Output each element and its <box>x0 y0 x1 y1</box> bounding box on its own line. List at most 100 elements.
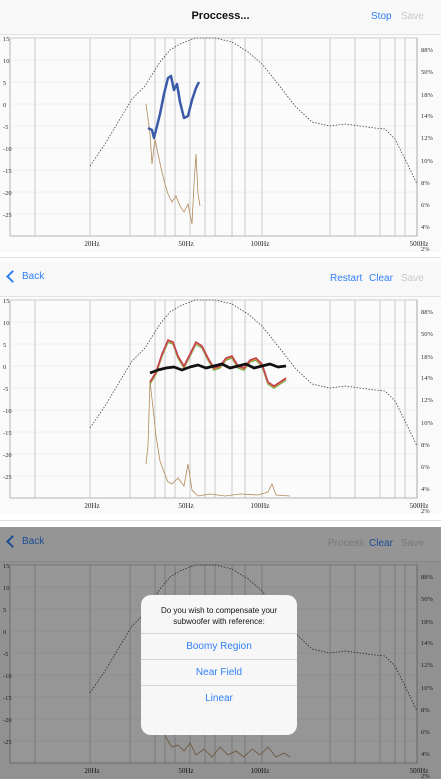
y2-tick-label: 10% <box>421 420 434 427</box>
save-button[interactable]: Save <box>401 11 424 22</box>
y2-tick-label: 88% <box>421 309 434 316</box>
compensation-dialog: Do you wish to compensate your subwoofer… <box>141 595 297 735</box>
y2-tick-label: 14% <box>421 640 434 647</box>
y2-tick-label: 18% <box>421 354 434 361</box>
y2-tick-label: 12% <box>421 135 434 142</box>
y-tick-label: -20 <box>3 190 12 197</box>
y-tick-label: -15 <box>3 168 12 175</box>
x-tick-label: 20Hz <box>84 240 99 248</box>
x-tick-label: 20Hz <box>84 502 99 510</box>
chevron-left-icon <box>6 270 19 283</box>
frequency-response-chart: 15 10 5 0 -5 -10 -15 -20 -25 88% 50% 18% 14% 12% 10% 8%… <box>3 298 434 514</box>
y-tick-label: 0 <box>3 364 6 371</box>
plot-area <box>9 37 418 237</box>
back-label: Back <box>22 271 45 282</box>
divider <box>0 257 441 258</box>
back-button[interactable]: Back <box>6 535 45 548</box>
dialog-message: Do you wish to compensate your subwoofer… <box>160 606 278 626</box>
y2-tick-label: 8% <box>421 442 430 449</box>
boomy-region-button[interactable]: Boomy Region <box>141 633 297 659</box>
y-tick-label: 10 <box>3 585 10 592</box>
measurement-curve-brown <box>145 103 201 225</box>
back-button[interactable]: Back <box>6 270 45 283</box>
x-tick-label: 50Hz <box>178 240 193 248</box>
stop-button[interactable]: Stop <box>371 11 392 22</box>
measurement-curve-brown <box>145 380 291 497</box>
y2-tick-label: 2% <box>421 773 430 779</box>
y-tick-label: -10 <box>3 673 12 680</box>
y-tick-label: -5 <box>3 386 8 393</box>
y-tick-label: -25 <box>3 474 12 481</box>
y-tick-label: -10 <box>3 408 12 415</box>
y-tick-label: -25 <box>3 739 12 746</box>
y2-tick-label: 18% <box>421 92 434 99</box>
measurement-curve-brown <box>159 720 291 758</box>
x-tick-label: 100Hz <box>251 767 270 775</box>
y2-tick-label: 6% <box>421 464 430 471</box>
x-tick-label: 100Hz <box>251 240 270 248</box>
x-tick-label: 50Hz <box>178 767 193 775</box>
linear-button[interactable]: Linear <box>141 685 297 711</box>
y2-tick-label: 2% <box>421 246 430 252</box>
back-label: Back <box>22 536 45 547</box>
y2-tick-label: 50% <box>421 596 434 603</box>
measurement-curve-blue <box>147 74 201 140</box>
page-title: Proccess... <box>191 10 250 22</box>
y-tick-label: 10 <box>3 58 10 65</box>
y2-tick-label: 88% <box>421 47 434 54</box>
y-tick-label: 15 <box>3 563 10 570</box>
target-curve-line <box>89 37 418 185</box>
results-panel: Back Restart Clear Save 15 10 5 0 -5 -10 -15 -2… <box>0 262 441 514</box>
y-tick-label: 0 <box>3 629 6 636</box>
y2-tick-label: 18% <box>421 619 434 626</box>
y2-tick-label: 8% <box>421 180 430 187</box>
compensation-panel: Back Process Clear Save 15 10 5 0 -5 -10 -15 -2… <box>0 527 441 779</box>
y2-tick-label: 50% <box>421 69 434 76</box>
navigation-bar: Back Process Clear Save <box>0 527 441 562</box>
x-tick-label: 50Hz <box>178 502 193 510</box>
y2-tick-label: 12% <box>421 397 434 404</box>
y2-tick-label: 50% <box>421 331 434 338</box>
y-tick-label: -20 <box>3 452 12 459</box>
restart-button[interactable]: Restart <box>330 273 363 284</box>
navigation-bar: Back Restart Clear Save <box>0 262 441 297</box>
y-tick-label: 5 <box>3 342 6 349</box>
near-field-button[interactable]: Near Field <box>141 659 297 685</box>
y-tick-label: 15 <box>3 298 10 305</box>
y2-tick-label: 4% <box>421 751 430 758</box>
average-curve-black <box>149 362 287 375</box>
y2-tick-label: 6% <box>421 202 430 209</box>
y2-tick-label: 10% <box>421 158 434 165</box>
y2-tick-label: 10% <box>421 685 434 692</box>
x-tick-label: 500Hz <box>410 240 429 248</box>
y2-tick-label: 4% <box>421 224 430 231</box>
clear-button[interactable]: Clear <box>369 273 393 284</box>
y-tick-label: -15 <box>3 695 12 702</box>
y-tick-label: 5 <box>3 80 6 87</box>
y2-tick-label: 4% <box>421 486 430 493</box>
y2-tick-label: 12% <box>421 662 434 669</box>
x-tick-label: 20Hz <box>84 767 99 775</box>
clear-button[interactable]: Clear <box>369 538 393 549</box>
y2-tick-label: 6% <box>421 729 430 736</box>
target-curve-line <box>89 299 418 447</box>
y2-tick-label: 8% <box>421 707 430 714</box>
y2-tick-label: 14% <box>421 113 434 120</box>
frequency-response-chart: 15 10 5 0 -5 -10 -15 -20 -25 88% 50% 18% 14% 12% 10% 8%… <box>3 36 434 252</box>
y-tick-label: -15 <box>3 430 12 437</box>
x-tick-label: 500Hz <box>410 767 429 775</box>
y-tick-label: -10 <box>3 146 12 153</box>
save-button[interactable]: Save <box>401 273 424 284</box>
y-tick-label: 15 <box>3 36 10 43</box>
y-tick-label: 10 <box>3 320 10 327</box>
process-button[interactable]: Process <box>328 538 365 549</box>
save-button[interactable]: Save <box>401 538 424 549</box>
y-tick-label: -5 <box>3 124 8 131</box>
process-panel: Proccess... Stop Save 15 10 5 0 -5 -10 -15 -20 -… <box>0 0 441 252</box>
y-tick-label: -5 <box>3 651 8 658</box>
x-tick-label: 100Hz <box>251 502 270 510</box>
navigation-bar: Proccess... Stop Save <box>0 0 441 35</box>
y2-tick-label: 14% <box>421 375 434 382</box>
y-tick-label: -20 <box>3 717 12 724</box>
y-tick-label: 0 <box>3 102 6 109</box>
